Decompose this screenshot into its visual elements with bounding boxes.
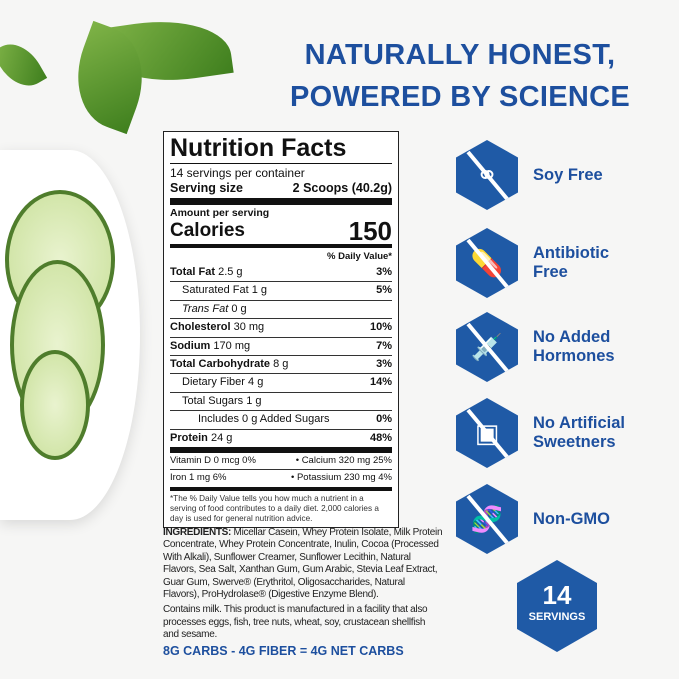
- claim-label: Antibiotic Free: [533, 244, 610, 281]
- allergen-statement: Contains milk. This product is manufactu…: [163, 604, 428, 641]
- nutrient-row: Sodium 170 mg 7%: [170, 336, 392, 355]
- soy-free-icon: ⚭: [456, 140, 518, 210]
- nutrient-row: Total Sugars 1 g: [170, 391, 392, 410]
- nutrient-row: Dietary Fiber 4 g 14%: [170, 373, 392, 391]
- no-sweeteners-icon: ▣: [456, 398, 518, 468]
- nutrient-row: Total Carbohydrate 8 g 3%: [170, 355, 392, 373]
- nutrition-title: Nutrition Facts: [170, 134, 347, 162]
- nutrient-row: Total Fat 2.5 g 3%: [170, 266, 392, 278]
- nutrient-row: Trans Fat 0 g: [170, 299, 392, 318]
- vitamin-row: Vitamin D 0 mcg 0% • Calcium 320 mg 25%: [170, 455, 392, 467]
- non-gmo-icon: 🧬: [456, 484, 518, 554]
- nutrient-row: Saturated Fat 1 g 5%: [170, 281, 392, 299]
- antibiotic-free-icon: 💊: [456, 228, 518, 298]
- ingredients: INGREDIENTS: Micellar Casein, Whey Prote…: [163, 527, 443, 658]
- net-carbs: 8G CARBS - 4G FIBER = 4G NET CARBS: [163, 643, 404, 658]
- nutrient-row: Includes 0 g Added Sugars 0%: [170, 410, 392, 428]
- nutrition-facts-panel: Nutrition Facts 14 servings per containe…: [163, 131, 399, 529]
- claim-label: No Added Hormones: [533, 328, 615, 365]
- cucumber-bowl-image: [0, 150, 140, 520]
- vitamin-row: Iron 1 mg 6% • Potassium 230 mg 4%: [170, 469, 392, 486]
- basil-leaf-image: [0, 34, 48, 96]
- nutrient-row: Protein 24 g 48%: [170, 428, 392, 447]
- claim-label: Non-GMO: [533, 509, 610, 528]
- no-hormones-icon: 💉: [456, 312, 518, 382]
- servings-badge: 14 SERVINGS: [517, 560, 597, 652]
- nutrient-row: Cholesterol 30 mg 10%: [170, 318, 392, 336]
- claim-label: No Artificial Sweetners: [533, 414, 625, 451]
- headline: NATURALLY HONEST, POWERED BY SCIENCE: [289, 39, 631, 113]
- claim-label: Soy Free: [533, 165, 603, 184]
